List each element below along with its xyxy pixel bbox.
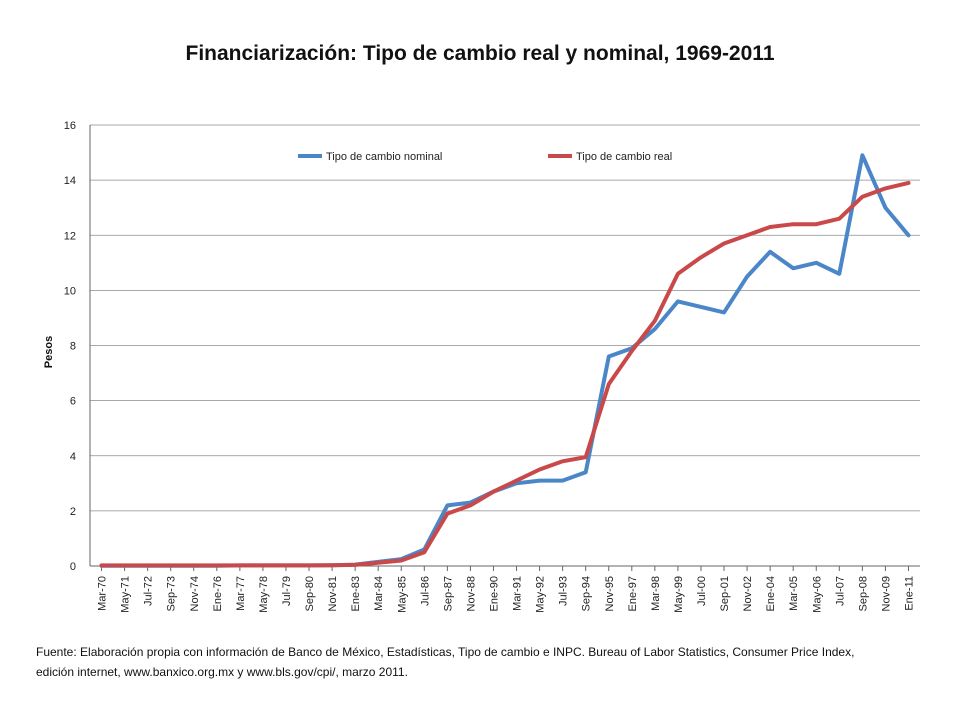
- y-tick-label: 2: [70, 506, 76, 518]
- x-tick-label: May-71: [120, 576, 132, 613]
- x-tick-label: May-85: [396, 576, 408, 613]
- chart-title: Financiarización: Tipo de cambio real y …: [185, 42, 775, 65]
- source-line-1: Fuente: Elaboración propia con informaci…: [36, 645, 855, 659]
- grid-lines: [90, 124, 920, 567]
- x-tick-label: Nov-02: [742, 576, 754, 611]
- x-tick-label: Nov-81: [327, 576, 339, 611]
- x-tick-label: Ene-11: [903, 576, 915, 611]
- source-note: Fuente: Elaboración propia con informaci…: [36, 642, 936, 682]
- legend-label: Tipo de cambio nominal: [326, 151, 442, 163]
- series-line: [99, 180, 911, 568]
- x-tick-label: Nov-95: [604, 576, 616, 611]
- x-tick-label: Mar-05: [788, 576, 800, 611]
- legend-label: Tipo de cambio real: [576, 151, 672, 163]
- x-tick-labels: Mar-70 May-71 Jul-72 Sep-73 Nov-74 Ene-76 Mar-…: [97, 576, 916, 613]
- x-tick-label: Nov-74: [189, 576, 201, 611]
- legend: Tipo de cambio nominal Tipo de cambio rea…: [298, 151, 672, 163]
- x-tick-label: Jul-93: [558, 576, 570, 606]
- x-tick-label: May-06: [811, 576, 823, 613]
- y-axis-label: Pesos: [43, 336, 55, 368]
- x-tick-label: Sep-08: [857, 576, 869, 611]
- series-lines: [99, 153, 911, 568]
- x-tick-label: Jul-00: [696, 576, 708, 606]
- y-tick-label: 4: [70, 451, 76, 463]
- x-tick-label: Ene-97: [627, 576, 639, 611]
- y-tick-label: 10: [64, 285, 76, 297]
- x-tick-label: Sep-01: [719, 576, 731, 611]
- x-tick-label: Mar-70: [97, 576, 109, 611]
- x-tick-label: Jul-72: [143, 576, 155, 606]
- x-tick-label: May-99: [673, 576, 685, 613]
- x-tick-label: Ene-90: [488, 576, 500, 611]
- x-tick-label: Ene-83: [350, 576, 362, 611]
- y-tick-label: 16: [64, 120, 76, 132]
- x-tick-label: Ene-76: [212, 576, 224, 611]
- x-tick-label: Ene-04: [765, 576, 777, 611]
- x-tick-label: Nov-88: [465, 576, 477, 611]
- x-tick-label: Jul-86: [419, 576, 431, 606]
- x-tick-label: Mar-98: [650, 576, 662, 611]
- y-tick-label: 12: [64, 230, 76, 242]
- x-tick-label: Nov-09: [880, 576, 892, 611]
- y-tick-label: 14: [64, 175, 76, 187]
- y-tick-label: 0: [70, 561, 76, 573]
- x-tick-label: Mar-91: [512, 576, 524, 611]
- x-tick-label: Sep-87: [442, 576, 454, 611]
- x-tick-label: Jul-79: [281, 576, 293, 606]
- source-line-2: edición internet, www.banxico.org.mx y w…: [36, 665, 408, 679]
- x-tick-label: May-92: [535, 576, 547, 613]
- x-tick-label: May-78: [258, 576, 270, 613]
- series-line: [99, 153, 911, 568]
- y-tick-labels: 0 2 4 6 8 10 12 14 16: [64, 120, 76, 573]
- x-tick-label: Mar-84: [373, 576, 385, 611]
- x-tick-label: Sep-94: [581, 576, 593, 611]
- y-tick-label: 6: [70, 396, 76, 408]
- y-tick-label: 8: [70, 341, 76, 353]
- x-tick-label: Sep-80: [304, 576, 316, 611]
- x-tick-label: Jul-07: [834, 576, 846, 606]
- axes: [89, 125, 920, 571]
- x-tick-label: Sep-73: [166, 576, 178, 611]
- x-tick-label: Mar-77: [235, 576, 247, 611]
